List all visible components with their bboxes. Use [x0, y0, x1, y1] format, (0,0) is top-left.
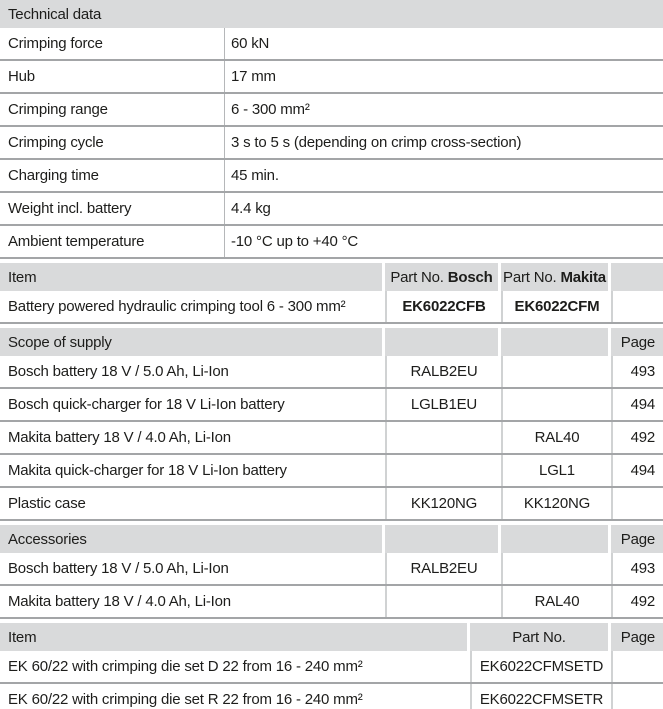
spec-label: Hub	[8, 68, 35, 85]
section-title: Accessories	[0, 525, 385, 553]
part-no-bosch: RALB2EU	[385, 553, 501, 584]
part-no: EK6022CFMSETR	[470, 684, 611, 709]
table-row: Hub 17 mm	[0, 61, 663, 94]
table-row: Bosch battery 18 V / 5.0 Ah, Li-Ion RALB…	[0, 356, 663, 389]
item-header-row: Item Part No. Bosch Part No. Makita	[0, 263, 663, 291]
column-header-item: Item	[0, 263, 385, 291]
technical-data-header: Technical data	[0, 0, 663, 28]
table-row: Makita quick-charger for 18 V Li-Ion bat…	[0, 455, 663, 488]
table-row: EK 60/22 with crimping die set D 22 from…	[0, 651, 663, 684]
spec-label: Crimping range	[8, 101, 108, 118]
table-row: Crimping range 6 - 300 mm²	[0, 94, 663, 127]
column-header-empty	[611, 263, 663, 291]
table-row: Plastic case KK120NG KK120NG	[0, 488, 663, 521]
item-name: Makita battery 18 V / 4.0 Ah, Li-Ion	[8, 593, 231, 610]
page-number	[611, 488, 663, 519]
part-no-makita	[501, 553, 611, 584]
table-row: Bosch battery 18 V / 5.0 Ah, Li-Ion RALB…	[0, 553, 663, 586]
scope-of-supply-header-row: Scope of supply Page	[0, 328, 663, 356]
column-header-part-no-bosch: Part No. Bosch	[385, 263, 501, 291]
table-row: Makita battery 18 V / 4.0 Ah, Li-Ion RAL…	[0, 422, 663, 455]
section-gap	[0, 259, 663, 263]
spec-label: Crimping cycle	[8, 134, 104, 151]
item-name: EK 60/22 with crimping die set R 22 from…	[8, 691, 363, 708]
spec-label: Charging time	[8, 167, 99, 184]
page-number: 492	[611, 586, 663, 617]
column-header-empty	[501, 525, 611, 553]
part-no-makita	[501, 389, 611, 420]
part-no-bosch: KK120NG	[385, 488, 501, 519]
table-row: Bosch quick-charger for 18 V Li-Ion batt…	[0, 389, 663, 422]
page-number: 494	[611, 455, 663, 486]
part-no-bosch: EK6022CFB	[385, 291, 501, 322]
item-name: Battery powered hydraulic crimping tool …	[8, 298, 346, 315]
section-title: Scope of supply	[0, 328, 385, 356]
section-gap	[0, 324, 663, 328]
column-header-empty	[385, 328, 501, 356]
column-header-part-no: Part No.	[470, 623, 611, 651]
table-row: Makita battery 18 V / 4.0 Ah, Li-Ion RAL…	[0, 586, 663, 619]
part-no-makita	[501, 356, 611, 387]
section-gap	[0, 521, 663, 525]
item-name: EK 60/22 with crimping die set D 22 from…	[8, 658, 363, 675]
page-number: 493	[611, 356, 663, 387]
page-number: 494	[611, 389, 663, 420]
item-name: Makita battery 18 V / 4.0 Ah, Li-Ion	[8, 429, 231, 446]
part-no: EK6022CFMSETD	[470, 651, 611, 682]
column-header-item: Item	[0, 623, 470, 651]
column-header-part-no-makita: Part No. Makita	[501, 263, 611, 291]
table-row: Battery powered hydraulic crimping tool …	[0, 291, 663, 324]
part-no-bosch	[385, 455, 501, 486]
part-no-makita: RAL40	[501, 586, 611, 617]
part-no-makita: LGL1	[501, 455, 611, 486]
table-row: Crimping cycle 3 s to 5 s (depending on …	[0, 127, 663, 160]
item-name: Bosch quick-charger for 18 V Li-Ion batt…	[8, 396, 285, 413]
section-title: Technical data	[8, 5, 102, 23]
table-row: Weight incl. battery 4.4 kg	[0, 193, 663, 226]
table-row: Crimping force 60 kN	[0, 28, 663, 61]
column-header-page: Page	[611, 328, 663, 356]
page-cell	[611, 291, 663, 322]
page-number: 493	[611, 553, 663, 584]
spec-value: 3 s to 5 s (depending on crimp cross-sec…	[224, 127, 663, 158]
column-header-empty	[385, 525, 501, 553]
part-no-makita: RAL40	[501, 422, 611, 453]
part-no-makita: EK6022CFM	[501, 291, 611, 322]
page-number	[611, 651, 663, 682]
table-row: Ambient temperature -10 °C up to +40 °C	[0, 226, 663, 259]
spec-label: Crimping force	[8, 35, 103, 52]
item-name: Makita quick-charger for 18 V Li-Ion bat…	[8, 462, 287, 479]
item-name: Bosch battery 18 V / 5.0 Ah, Li-Ion	[8, 363, 229, 380]
page-number: 492	[611, 422, 663, 453]
part-no-bosch	[385, 422, 501, 453]
part-no-bosch: RALB2EU	[385, 356, 501, 387]
spec-label: Ambient temperature	[8, 233, 145, 250]
column-header-page: Page	[611, 525, 663, 553]
spec-value: 60 kN	[224, 28, 663, 59]
item-name: Plastic case	[8, 495, 86, 512]
column-header-page: Page	[611, 623, 663, 651]
table-row: EK 60/22 with crimping die set R 22 from…	[0, 684, 663, 709]
spec-value: 17 mm	[224, 61, 663, 92]
part-no-bosch: LGLB1EU	[385, 389, 501, 420]
spec-value: -10 °C up to +40 °C	[224, 226, 663, 257]
spec-value: 45 min.	[224, 160, 663, 191]
part-no-bosch	[385, 586, 501, 617]
section-gap	[0, 619, 663, 623]
die-set-header-row: Item Part No. Page	[0, 623, 663, 651]
spec-value: 4.4 kg	[224, 193, 663, 224]
item-name: Bosch battery 18 V / 5.0 Ah, Li-Ion	[8, 560, 229, 577]
table-row: Charging time 45 min.	[0, 160, 663, 193]
spec-value: 6 - 300 mm²	[224, 94, 663, 125]
spec-label: Weight incl. battery	[8, 200, 132, 217]
part-no-makita: KK120NG	[501, 488, 611, 519]
page-number	[611, 684, 663, 709]
column-header-empty	[501, 328, 611, 356]
accessories-header-row: Accessories Page	[0, 525, 663, 553]
